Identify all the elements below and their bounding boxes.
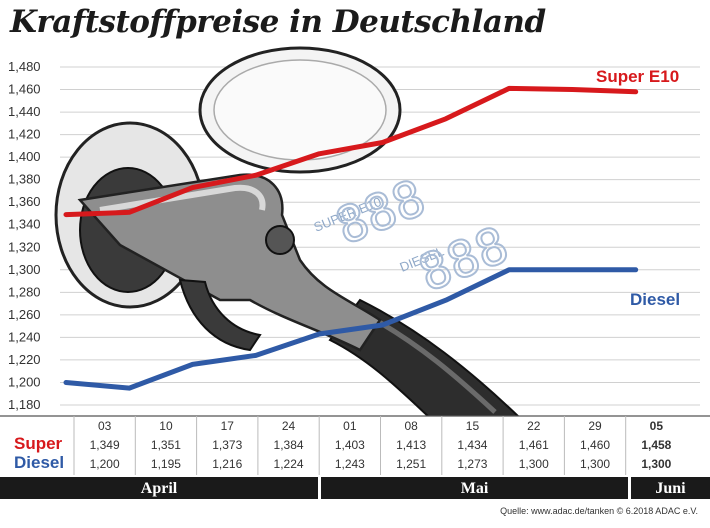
y-tick-label: 1,460 (8, 82, 41, 97)
nozzle-trigger (178, 278, 262, 352)
x-tick-label: 08 (404, 419, 418, 433)
value-cell-super: 1,349 (90, 438, 120, 452)
month-band-segment (631, 477, 710, 499)
month-band: April Mai Juni (0, 477, 710, 499)
y-tick-label: 1,360 (8, 194, 41, 209)
y-tick-label: 1,260 (8, 307, 41, 322)
x-tick-label: 17 (221, 419, 235, 433)
x-tick-label: 24 (282, 419, 296, 433)
series-label-super-e10: Super E10 (596, 67, 679, 86)
nozzle-knob (265, 225, 295, 255)
value-cell-diesel: 1,300 (641, 457, 671, 471)
month-band-segment (0, 477, 318, 499)
y-tick-label: 1,380 (8, 172, 41, 187)
value-cell-super: 1,384 (274, 438, 304, 452)
chart-title: Kraftstoffpreise in Deutschland (10, 4, 546, 40)
month-label: April (141, 480, 178, 497)
value-cell-super: 1,413 (396, 438, 426, 452)
x-tick-label: 22 (527, 419, 541, 433)
fuel-nozzle-illustration: SUPER E10 888 DIESEL 888 (54, 46, 523, 419)
month-label: Juni (655, 480, 686, 497)
value-cell-diesel: 1,195 (151, 457, 181, 471)
value-cell-diesel: 1,300 (580, 457, 610, 471)
y-tick-label: 1,200 (8, 374, 41, 389)
series-lines (63, 85, 639, 391)
source-note: Quelle: www.adac.de/tanken © 6.2018 ADAC… (500, 506, 698, 516)
series-line-diesel (63, 267, 639, 391)
series-label-diesel: Diesel (630, 290, 680, 309)
y-tick-label: 1,280 (8, 284, 41, 299)
y-tick-label: 1,220 (8, 352, 41, 367)
value-cell-super: 1,434 (457, 438, 487, 452)
x-tick-label: 29 (588, 419, 602, 433)
x-tick-label: 01 (343, 419, 357, 433)
row-label-super: Super (14, 434, 63, 453)
x-tick-label: 05 (650, 419, 664, 433)
value-cell-super: 1,403 (335, 438, 365, 452)
nozzle-shine (99, 184, 266, 213)
value-cell-super: 1,461 (519, 438, 549, 452)
value-cell-diesel: 1,224 (274, 457, 304, 471)
value-cell-diesel: 1,243 (335, 457, 365, 471)
y-tick-label: 1,480 (8, 59, 41, 74)
table-background (0, 416, 710, 476)
month-band-segment (321, 477, 628, 499)
value-cell-diesel: 1,200 (90, 457, 120, 471)
y-tick-label: 1,180 (8, 397, 41, 412)
display-digits-super: 888 (328, 169, 433, 257)
y-tick-label: 1,300 (8, 262, 41, 277)
x-tick-label: 10 (159, 419, 173, 433)
value-cell-super: 1,373 (212, 438, 242, 452)
y-tick-label: 1,240 (8, 329, 41, 344)
month-label: Mai (461, 480, 489, 497)
row-label-diesel: Diesel (14, 453, 64, 472)
y-tick-label: 1,420 (8, 127, 41, 142)
hose-highlight (370, 315, 497, 414)
x-tick-label: 15 (466, 419, 480, 433)
value-cell-super: 1,460 (580, 438, 610, 452)
x-tick-label: 03 (98, 419, 112, 433)
value-cell-diesel: 1,300 (519, 457, 549, 471)
y-tick-label: 1,320 (8, 239, 41, 254)
nozzle-body (77, 173, 382, 352)
value-cell-diesel: 1,216 (212, 457, 242, 471)
y-tick-label: 1,340 (8, 217, 41, 232)
y-tick-label: 1,440 (8, 104, 41, 119)
y-tick-label: 1,400 (8, 149, 41, 164)
value-cell-diesel: 1,273 (457, 457, 487, 471)
value-cell-super: 1,458 (641, 438, 671, 452)
value-cell-diesel: 1,251 (396, 457, 426, 471)
y-axis: 1,480 1,460 1,440 1,420 1,400 1,380 1,360 1,340… (8, 59, 41, 412)
series-line-super-e10 (63, 85, 639, 218)
value-table: 03 1,349 1,200 10 1,351 1,195 17 1,373 1,216 24 1,… (0, 415, 710, 476)
value-cell-super: 1,351 (151, 438, 181, 452)
